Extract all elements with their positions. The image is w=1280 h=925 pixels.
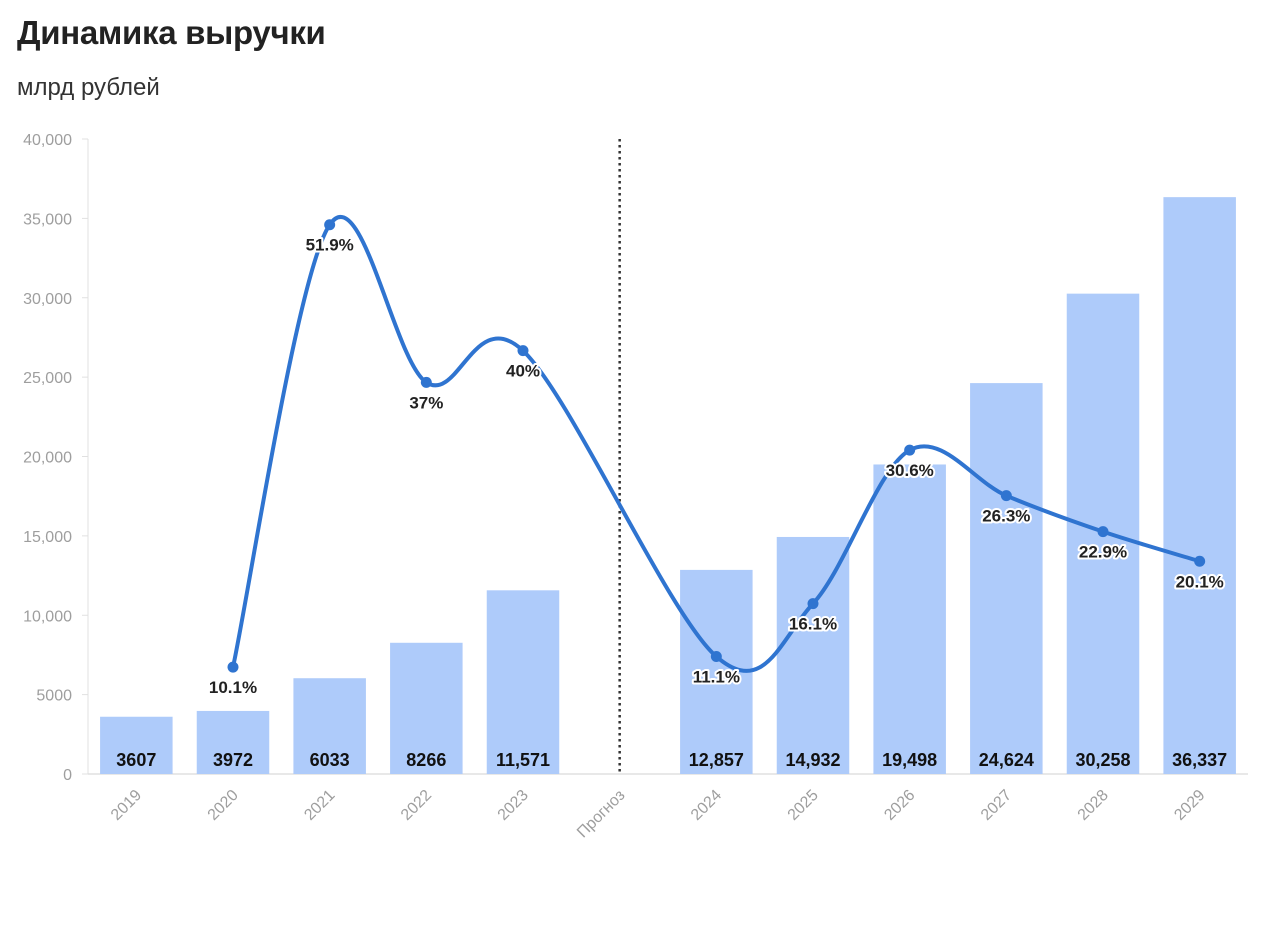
bar (100, 716, 173, 774)
bar-value-label: 30,258 (1075, 750, 1130, 770)
x-tick-label: 2022 (398, 787, 435, 824)
growth-label: 51.9% (306, 236, 354, 255)
y-tick-label: 35,000 (23, 211, 72, 228)
x-tick-label: 2023 (495, 787, 532, 824)
x-tick-label: 2029 (1171, 787, 1208, 824)
growth-label: 40% (506, 362, 540, 381)
growth-point (1000, 490, 1012, 502)
bar-value-label: 3607 (116, 750, 156, 770)
bar-value-label: 36,337 (1172, 750, 1227, 770)
growth-label: 10.1% (209, 678, 257, 697)
bar (390, 642, 463, 774)
y-tick-label: 40,000 (23, 132, 72, 149)
y-tick-label: 5000 (36, 688, 72, 705)
y-tick-label: 25,000 (23, 370, 72, 387)
chart-subtitle: млрд рублей (17, 74, 160, 101)
bar (293, 678, 366, 774)
growth-point (420, 376, 432, 388)
bar (873, 464, 946, 774)
growth-point (517, 345, 529, 357)
bar-value-label: 14,932 (785, 750, 840, 770)
y-tick-label: 15,000 (23, 529, 72, 546)
bar-value-label: 6033 (310, 750, 350, 770)
x-tick-label: Прогноз (574, 787, 628, 841)
growth-point (904, 444, 916, 456)
growth-label: 30.6% (886, 461, 934, 480)
y-tick-label: 10,000 (23, 608, 72, 625)
bar-value-label: 24,624 (979, 750, 1034, 770)
bar-value-label: 3972 (213, 750, 253, 770)
y-tick-label: 20,000 (23, 450, 72, 467)
growth-point (227, 661, 239, 673)
growth-label: 22.9% (1079, 543, 1127, 562)
chart-title: Динамика выручки (17, 14, 326, 51)
y-tick-label: 30,000 (23, 291, 72, 308)
x-tick-label: 2024 (688, 787, 725, 824)
bar (196, 710, 270, 774)
bar (970, 383, 1043, 774)
x-tick-label: 2019 (108, 787, 145, 824)
growth-point (324, 219, 336, 231)
bar (486, 590, 560, 774)
growth-label: 16.1% (789, 615, 837, 634)
growth-point (1194, 555, 1206, 567)
growth-label: 37% (409, 393, 443, 412)
bar-value-label: 19,498 (882, 750, 937, 770)
growth-point (710, 651, 722, 663)
x-tick-label: 2026 (881, 787, 918, 824)
x-tick-label: 2028 (1075, 787, 1112, 824)
x-tick-label: 2021 (301, 787, 338, 824)
bar (1163, 197, 1236, 774)
x-tick-label: 2020 (205, 787, 242, 824)
growth-label: 26.3% (982, 507, 1030, 526)
growth-label: 11.1% (693, 668, 740, 687)
bar (776, 536, 850, 774)
growth-label: 20.1% (1176, 572, 1224, 591)
x-tick-label: 2025 (785, 787, 822, 824)
growth-point (807, 598, 819, 610)
bar-value-label: 12,857 (689, 750, 744, 770)
bar-value-label: 11,571 (496, 750, 550, 770)
bar-value-label: 8266 (406, 750, 446, 770)
growth-point (1097, 526, 1109, 538)
x-tick-label: 2027 (978, 787, 1015, 824)
y-tick-label: 0 (63, 767, 72, 784)
